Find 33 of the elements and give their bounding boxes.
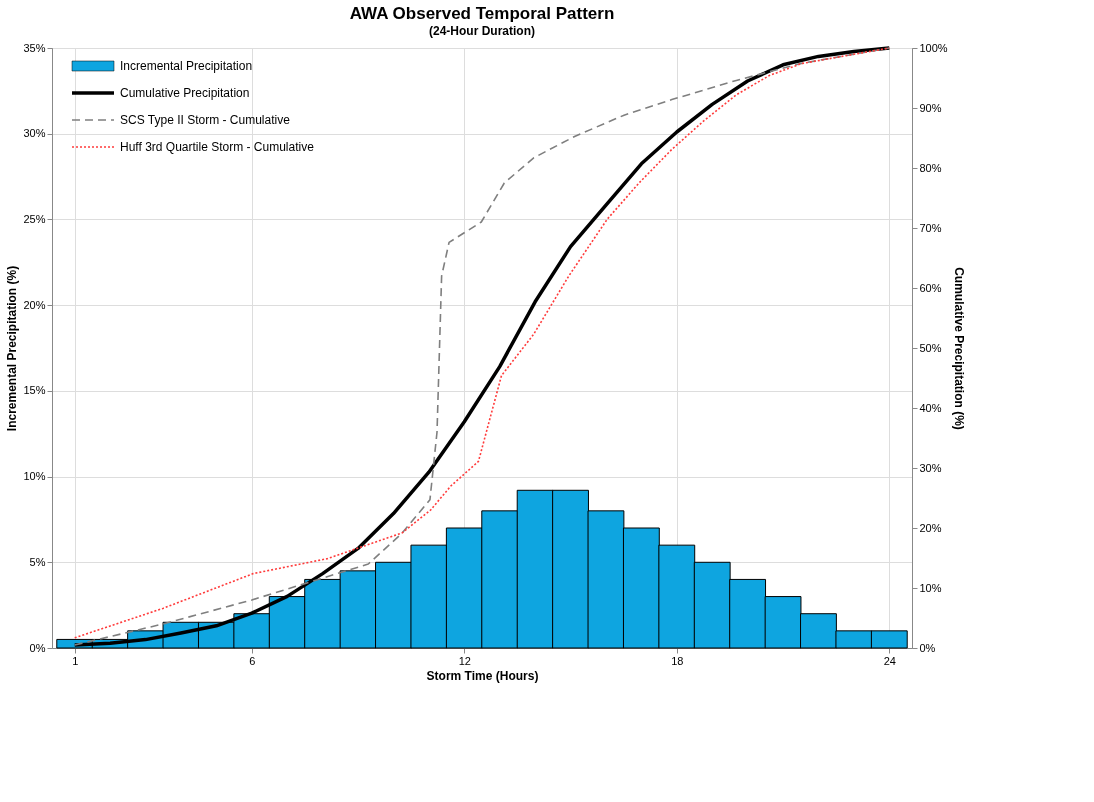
x-tick-label: 24 bbox=[883, 654, 896, 667]
x-tick-label: 1 bbox=[72, 654, 79, 667]
legend-label: Cumulative Precipitation bbox=[120, 86, 250, 100]
y-tick-label: 30% bbox=[23, 127, 46, 140]
y2-tick-label: 50% bbox=[919, 341, 942, 354]
y2-axis-title: Cumulative Precipitation (%) bbox=[951, 267, 966, 430]
y2-tick-label: 80% bbox=[919, 161, 942, 174]
y-tick-label: 15% bbox=[23, 384, 46, 397]
x-tick-label: 18 bbox=[671, 654, 684, 667]
y2-tick-label: 40% bbox=[919, 401, 942, 414]
y2-tick-label: 70% bbox=[919, 221, 942, 234]
y2-tick-label: 20% bbox=[919, 521, 942, 534]
y2-tick-label: 0% bbox=[919, 641, 936, 654]
y-tick-label: 0% bbox=[29, 641, 46, 654]
x-tick-label: 6 bbox=[249, 654, 256, 667]
chart-title: AWA Observed Temporal Pattern bbox=[349, 4, 615, 23]
y-tick-label: 5% bbox=[29, 555, 46, 568]
y2-tick-label: 30% bbox=[919, 461, 942, 474]
y-tick-label: 25% bbox=[23, 212, 46, 225]
legend-label: Incremental Precipitation bbox=[120, 59, 253, 73]
y2-tick-label: 10% bbox=[919, 581, 942, 594]
legend-label: SCS Type II Storm - Cumulative bbox=[120, 113, 291, 127]
y2-tick-label: 100% bbox=[919, 41, 948, 54]
y-axis-title: Incremental Precipitation (%) bbox=[5, 265, 20, 432]
y-tick-label: 20% bbox=[23, 298, 46, 311]
legend-label: Huff 3rd Quartile Storm - Cumulative bbox=[120, 140, 315, 154]
y2-tick-label: 60% bbox=[919, 281, 942, 294]
x-axis-title: Storm Time (Hours) bbox=[426, 668, 539, 683]
y-tick-label: 35% bbox=[23, 41, 46, 54]
chart-subtitle: (24-Hour Duration) bbox=[429, 24, 535, 38]
y2-tick-label: 90% bbox=[919, 101, 942, 114]
x-tick-label: 12 bbox=[458, 654, 471, 667]
y-tick-label: 10% bbox=[23, 470, 46, 483]
